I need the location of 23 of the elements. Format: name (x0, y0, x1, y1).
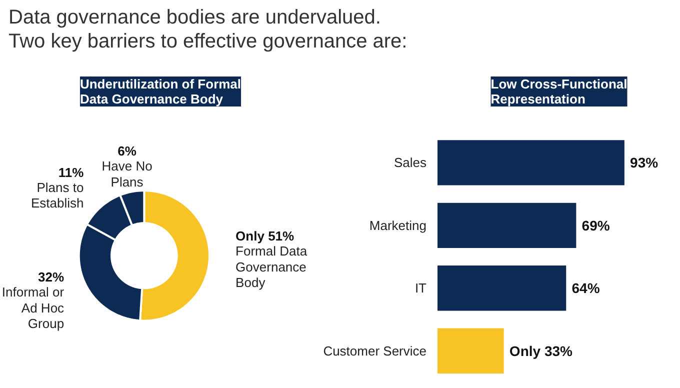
bar (438, 140, 624, 186)
slice-label: Have No Plans (102, 158, 152, 190)
data-label: Only 33% (509, 342, 574, 359)
bar (438, 266, 566, 311)
slice-label: Formal Data Governance Body (236, 244, 308, 290)
data-label: 69% (582, 217, 610, 234)
text: Data governance bodies are undervalued. Two key barriers to effective governance are: (8, 6, 408, 53)
chart-title: Underutilization of Formal Data Governance Body (80, 76, 242, 106)
data-label: Only 51% (236, 228, 295, 244)
data-label: 11% (58, 164, 84, 180)
bar (438, 202, 576, 248)
y-tick-label: Customer Service (323, 343, 427, 358)
y-tick-label: Sales (394, 155, 427, 170)
y-tick-label: Marketing (369, 218, 426, 233)
bar (438, 328, 504, 374)
data-label: 93% (630, 154, 659, 171)
data-label: 32% (38, 270, 64, 285)
y-tick-label: IT (414, 280, 427, 296)
slice-label: Informal or Ad Hoc Group (2, 284, 65, 332)
data-label: 6% (118, 144, 137, 159)
chart-title: Low Cross-Functional Representation (490, 76, 628, 106)
slice-label: Plans to Establish (30, 180, 84, 211)
data-label: 64% (572, 280, 600, 296)
